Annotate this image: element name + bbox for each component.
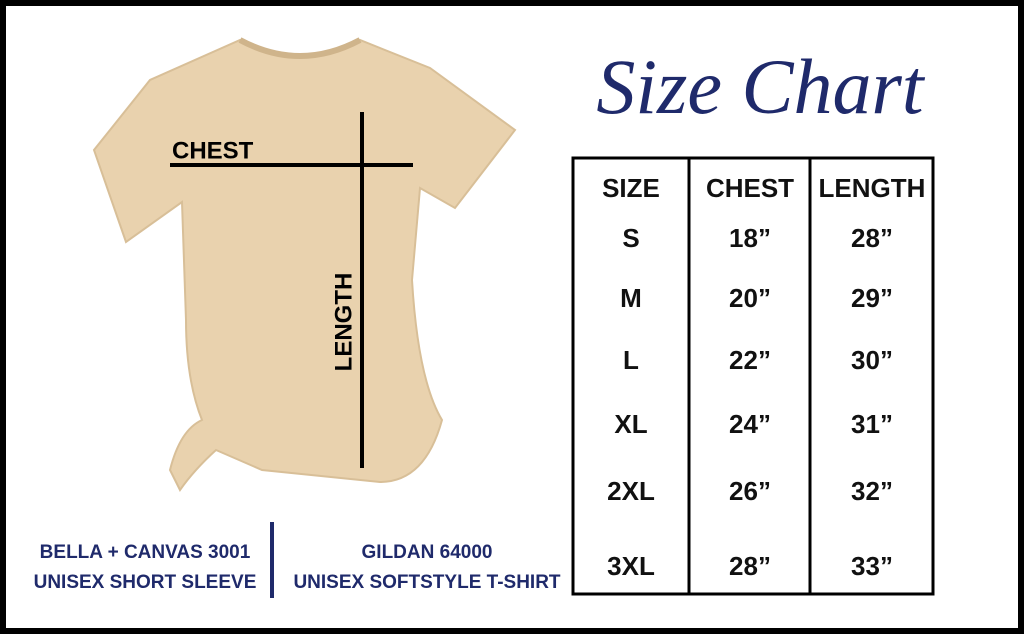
- table-cells: SIZE CHEST LENGTH S 18” 28” M 20” 29” L 22” 30” XL 24…: [602, 173, 925, 581]
- title: Size Chart: [596, 43, 926, 130]
- table-cell: 18”: [729, 223, 771, 253]
- length-label: LENGTH: [330, 273, 357, 372]
- brands: BELLA + CANVAS 3001 UNISEX SHORT SLEEVE GI…: [34, 542, 561, 593]
- brand-style: UNISEX SHORT SLEEVE: [34, 572, 257, 593]
- table-cell: XL: [614, 409, 647, 439]
- table-cell: 2XL: [607, 476, 655, 506]
- table-cell: 33”: [851, 551, 893, 581]
- table-cell: 20”: [729, 283, 771, 313]
- table-cell: S: [622, 223, 639, 253]
- brand-style: UNISEX SOFTSTYLE T-SHIRT: [293, 572, 560, 593]
- table-cell: 29”: [851, 283, 893, 313]
- collar: [238, 37, 362, 59]
- table-cell: 26”: [729, 476, 771, 506]
- table-cell: 31”: [851, 409, 893, 439]
- brand-name: GILDAN 64000: [362, 542, 493, 563]
- table-cell: L: [623, 345, 639, 375]
- header-cell: SIZE: [602, 173, 660, 203]
- chest-label: CHEST: [172, 137, 254, 164]
- table-cell: 32”: [851, 476, 893, 506]
- size-table: [571, 156, 935, 596]
- table-cell: 28”: [729, 551, 771, 581]
- header-cell: CHEST: [706, 173, 794, 203]
- table-cell: 3XL: [607, 551, 655, 581]
- t-shirt: [92, 38, 517, 492]
- table-cell: 28”: [851, 223, 893, 253]
- table-cell: 30”: [851, 345, 893, 375]
- table-cell: 22”: [729, 345, 771, 375]
- table-cell: M: [620, 283, 642, 313]
- brand-name: BELLA + CANVAS 3001: [40, 542, 251, 563]
- table-cell: 24”: [729, 409, 771, 439]
- header-cell: LENGTH: [819, 173, 926, 203]
